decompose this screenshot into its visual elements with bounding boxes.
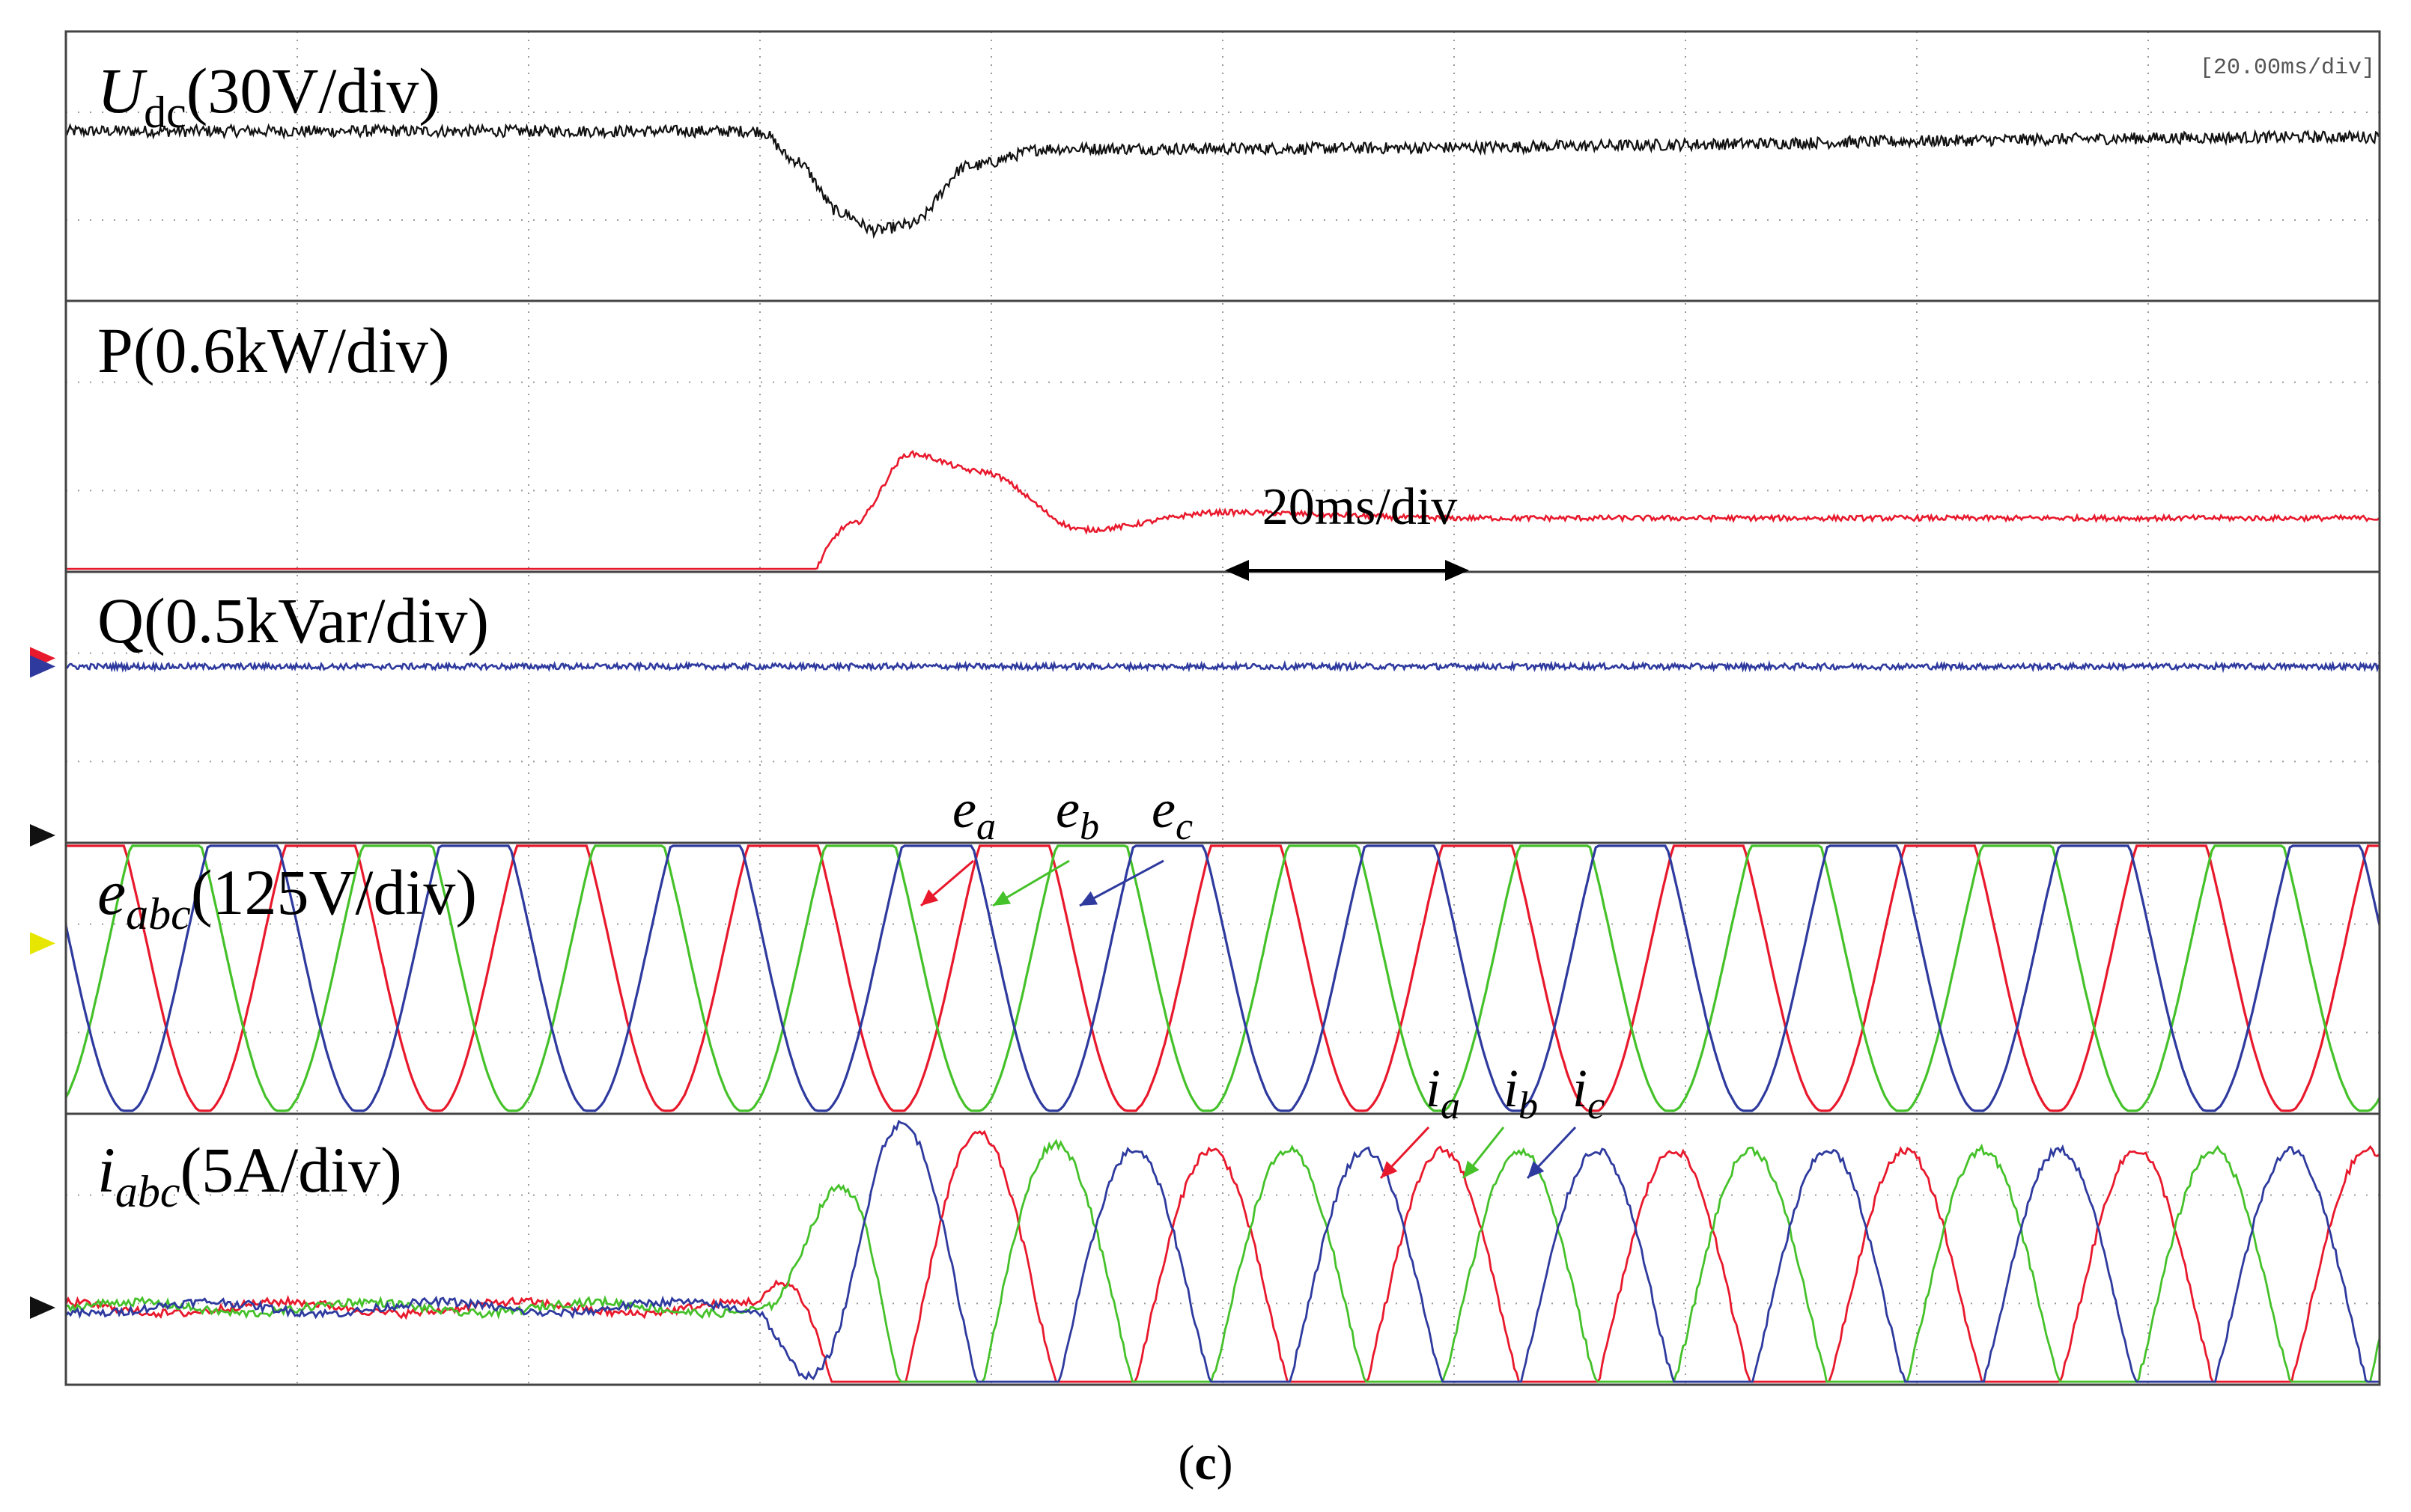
phase-arrowhead-ib (1463, 1160, 1480, 1178)
eabc-trace-eb (64, 844, 2381, 1112)
panel-frames (64, 30, 2381, 1386)
eabc-trace-ec (64, 844, 2381, 1112)
p-trace (66, 450, 2380, 570)
traces (64, 123, 2381, 1383)
udc-trace (64, 123, 2380, 240)
channel-markers (30, 647, 55, 1319)
panel-label-p: P(0.6kW/div) (97, 314, 450, 386)
eabc-channel-marker (30, 932, 55, 955)
phase-arrowhead-ea (921, 889, 939, 906)
panel-label-iabc: iabc(5A/div) (97, 1134, 402, 1216)
phase-label-ic: ic (1572, 1058, 1605, 1127)
scale-annotation-text: 20ms/div (1262, 478, 1458, 536)
eabc-trace-ea (66, 844, 2380, 1112)
scale-arrowhead-right (1445, 560, 1469, 581)
scale-arrowhead-left (1225, 560, 1249, 581)
labels: Udc(30V/div) P(0.6kW/div) Q(0.5kVar/div) ea… (97, 55, 1605, 1216)
scale-annotation: 20ms/div (1225, 478, 1469, 581)
iabc-trace-ib (65, 1138, 2381, 1383)
q-trace (65, 659, 2380, 674)
phase-label-ib: ib (1504, 1058, 1538, 1127)
panel-label-udc: Udc(30V/div) (97, 55, 440, 137)
phase-label-ec: ec (1152, 779, 1193, 848)
timebase-readout: [20.00ms/div] (2200, 55, 2375, 81)
phase-arrowhead-ia (1381, 1161, 1398, 1178)
phase-label-ia: ia (1426, 1058, 1460, 1127)
q-channel-marker (30, 655, 55, 678)
phase-label-eb: eb (1056, 779, 1099, 848)
iabc-channel-marker (30, 1296, 55, 1319)
iabc-trace-ic (64, 1120, 2380, 1383)
phase-label-ea: ea (952, 779, 996, 848)
udc-channel-marker (30, 824, 55, 847)
phase-arrowhead-eb (993, 891, 1012, 906)
grid (66, 31, 2380, 1385)
panel-label-q: Q(0.5kVar/div) (97, 585, 489, 656)
panel-label-eabc: eabc(125V/div) (97, 856, 477, 939)
phase-arrowhead-ic (1527, 1161, 1545, 1178)
scope-frame (64, 30, 2381, 1386)
figure-caption: (c) (1178, 1436, 1232, 1490)
phase-arrowhead-ec (1080, 891, 1098, 906)
